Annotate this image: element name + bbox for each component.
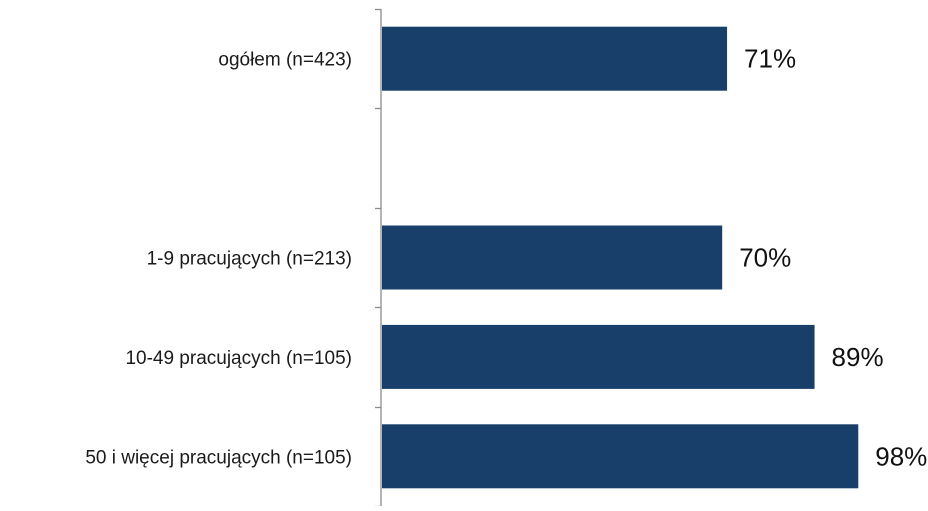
category-label: 50 i więcej pracujących (n=105): [85, 447, 352, 468]
data-label: 89%: [832, 342, 884, 372]
bar: [382, 225, 723, 290]
bar: [382, 324, 815, 389]
bars: [382, 26, 859, 489]
category-label: ogółem (n=423): [218, 50, 352, 71]
bar: [382, 424, 859, 489]
data-label: 71%: [744, 44, 796, 74]
axis-layer: [375, 8, 382, 508]
category-label: 10-49 pracujących (n=105): [125, 348, 352, 369]
data-label: 98%: [875, 441, 927, 471]
bar: [382, 26, 728, 91]
labels: ogółem (n=423) 71% 1-9 pracujących (n=213)…: [85, 44, 927, 472]
category-label: 1-9 pracujących (n=213): [147, 249, 352, 270]
data-label: 70%: [739, 243, 791, 273]
